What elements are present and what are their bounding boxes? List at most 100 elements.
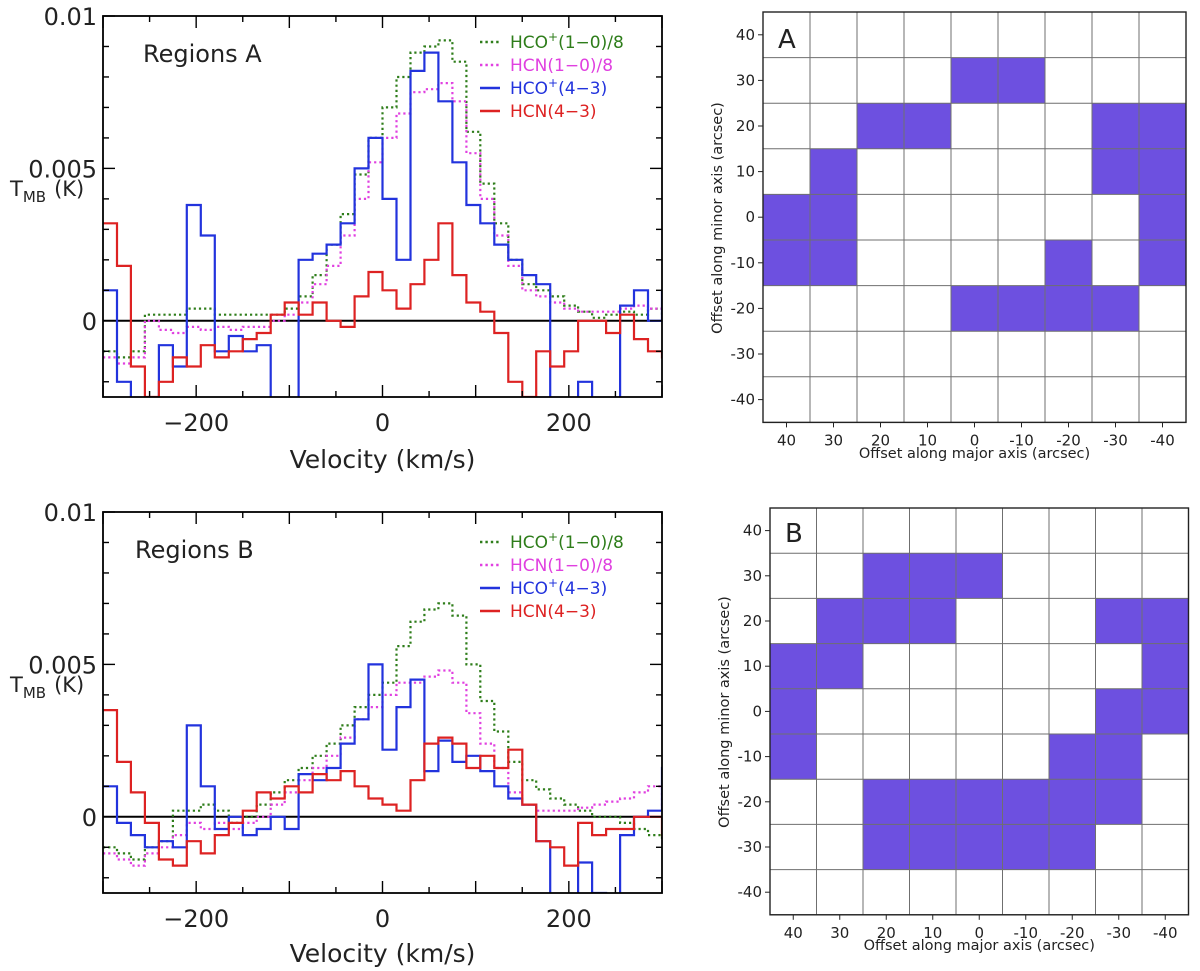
- y-tick-label: 0: [745, 208, 755, 226]
- x-tick-label: 30: [830, 924, 849, 942]
- panel-label: A: [778, 25, 796, 55]
- filled-cell: [810, 240, 857, 286]
- y-axis-label: TMB (K): [9, 177, 84, 206]
- filled-cell: [863, 598, 910, 644]
- filled-cell: [1095, 779, 1142, 825]
- y-tick-label: 0.005: [28, 155, 97, 183]
- x-tick-label: -10: [1014, 924, 1039, 942]
- series-group: [103, 39, 662, 397]
- y-tick-label: 0.01: [44, 499, 97, 527]
- legend-label-rest: (1−0)/8: [558, 533, 624, 553]
- filled-cell: [1139, 240, 1186, 286]
- y-axis-label-main: T: [9, 673, 23, 697]
- legend-label-sup: +: [548, 76, 558, 90]
- y-tick-label: -30: [731, 345, 756, 363]
- filled-cell: [1142, 598, 1189, 644]
- legend-label-main: HCO: [510, 79, 548, 99]
- y-tick-label: 40: [743, 522, 762, 540]
- x-tick-label: 40: [777, 431, 796, 449]
- series-line-3: [103, 709, 662, 867]
- map-panel-a: 40 30 20 10 0 -10 -20 -30 -40 40 30 20 10 0 -10 -20 -30 -…: [710, 11, 1187, 462]
- y-tick-label: 10: [743, 657, 762, 675]
- series-line-1: [103, 669, 662, 867]
- filled-cell: [1095, 734, 1142, 780]
- filled-cell: [909, 779, 956, 825]
- y-tick-label: 0.01: [44, 3, 97, 31]
- filled-cell: [909, 553, 956, 599]
- series-group: [103, 602, 662, 893]
- panel-label: B: [785, 519, 803, 549]
- y-tick-label: 0: [752, 702, 762, 720]
- filled-cell: [770, 688, 817, 734]
- filled-cell: [1045, 240, 1092, 286]
- x-tick-label: -30: [1107, 924, 1132, 942]
- y-axis-label-sub: MB: [23, 188, 46, 206]
- legend-label-rest: (4−3): [558, 79, 607, 99]
- series-line-3: [103, 222, 662, 397]
- spectrum-panel-a: −200 0 200 0 0.005 0.01 Velocity (km/s) TMB (K) R…: [9, 3, 663, 474]
- y-tick-label: -40: [731, 391, 756, 409]
- filled-cell: [816, 598, 863, 644]
- x-axis-label: Velocity (km/s): [290, 445, 476, 474]
- filled-cell: [763, 240, 810, 286]
- y-axis-label-unit: (K): [54, 177, 84, 201]
- legend-entry: HCO+(1−0)/8: [510, 530, 624, 553]
- x-tick-label: 10: [918, 431, 937, 449]
- y-tick-label: 0.005: [28, 651, 97, 679]
- legend-entry: HCO+(4−3): [510, 576, 607, 599]
- filled-cell: [909, 598, 956, 644]
- filled-cell: [1139, 194, 1186, 240]
- x-tick-label: -30: [1103, 431, 1128, 449]
- filled-cell: [956, 824, 1003, 870]
- x-axis-label: Velocity (km/s): [290, 939, 476, 968]
- series-line-0: [103, 39, 662, 359]
- series-line-2: [103, 51, 662, 397]
- x-tick-label: -20: [1060, 924, 1085, 942]
- panel-title: Regions B: [135, 536, 254, 564]
- x-axis-label: Offset along major axis (arcsec): [859, 446, 1090, 462]
- filled-cell: [863, 779, 910, 825]
- legend-entry: HCO+(1−0)/8: [510, 30, 624, 53]
- filled-cell: [1092, 103, 1139, 149]
- y-tick-label: -40: [738, 883, 763, 901]
- y-tick-label: 30: [743, 567, 762, 585]
- filled-cell: [909, 824, 956, 870]
- legend-label-rest: (4−3): [558, 579, 607, 599]
- filled-cell: [1049, 779, 1096, 825]
- legend-entry: HCN(4−3): [510, 602, 597, 622]
- panel-title: Regions A: [143, 40, 262, 68]
- filled-cell: [763, 194, 810, 240]
- legend-label-main: HCN(4−3): [510, 602, 597, 622]
- x-tick-label: 200: [546, 409, 592, 437]
- y-axis-label: Offset along minor axis (arcsec): [717, 596, 733, 828]
- y-axis-label-sub: MB: [23, 684, 46, 702]
- filled-cell: [1142, 643, 1189, 689]
- y-tick-label: -20: [731, 299, 756, 317]
- filled-cell: [1095, 598, 1142, 644]
- legend-label-sup: +: [548, 30, 558, 44]
- filled-cell: [904, 103, 951, 149]
- y-tick-label: 20: [743, 612, 762, 630]
- filled-cell: [1139, 148, 1186, 195]
- y-tick-label: 0: [82, 804, 97, 832]
- filled-cell: [1092, 285, 1139, 332]
- legend-label-sup: +: [548, 576, 558, 590]
- filled-cell: [1139, 103, 1186, 149]
- x-tick-label: -10: [1009, 431, 1034, 449]
- x-tick-label: 0: [970, 431, 980, 449]
- series-line-2: [103, 663, 662, 893]
- y-tick-label: -10: [738, 748, 763, 766]
- x-tick-label: −200: [163, 409, 229, 437]
- y-tick-label: 30: [736, 71, 755, 89]
- legend-entry: HCN(1−0)/8: [510, 56, 613, 76]
- filled-cell: [1092, 148, 1139, 195]
- y-axis-label: TMB (K): [9, 673, 84, 702]
- legend-label-main: HCO: [510, 33, 548, 53]
- filled-cell: [998, 285, 1045, 332]
- map-panel-b: 40 30 20 10 0 -10 -20 -30 -40 40 30 20 10 0 -10 -20 -30 -…: [717, 507, 1190, 954]
- x-tick-label: 30: [824, 431, 843, 449]
- legend-label-main: HCO: [510, 579, 548, 599]
- y-axis-label-main: T: [9, 177, 23, 201]
- legend-label-main: HCN(1−0)/8: [510, 56, 613, 76]
